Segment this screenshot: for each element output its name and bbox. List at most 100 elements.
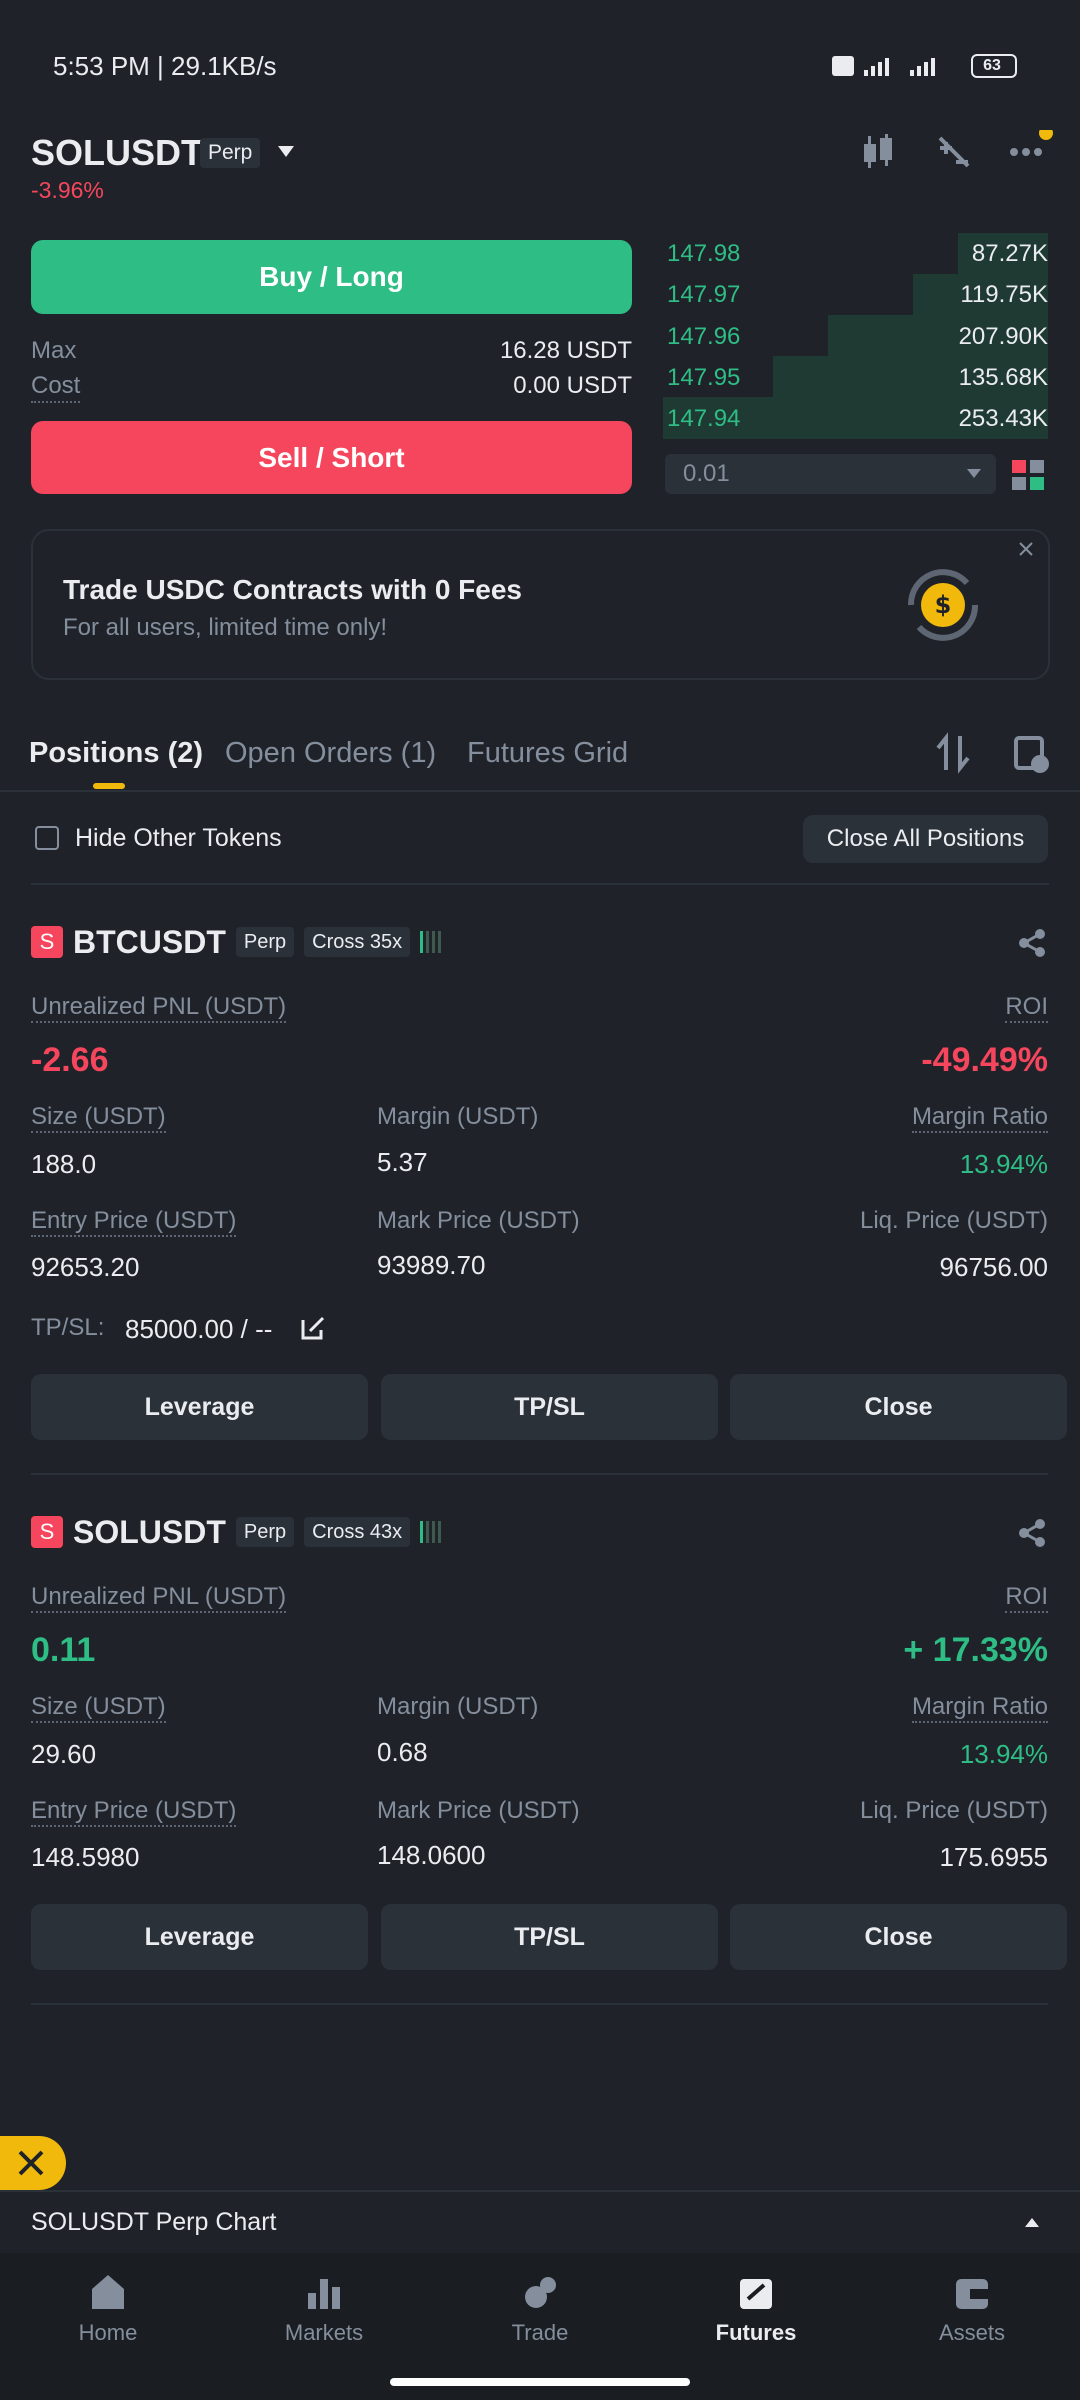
nav-icon[interactable]: [952, 2273, 992, 2313]
ask-price: 147.98: [667, 240, 741, 267]
signal-bar: [426, 1521, 430, 1543]
roi-value: + 17.33%: [903, 1631, 1048, 1669]
divider: [31, 883, 1049, 885]
position-action-button[interactable]: TP/SL: [381, 1374, 718, 1440]
status-icons: [832, 54, 1017, 78]
banner-subtitle: For all users, limited time only!: [63, 614, 388, 641]
precision-value: 0.01: [683, 460, 730, 487]
size-label-dotted: Size (USDT): [31, 1103, 166, 1133]
entry-value: 148.5980: [31, 1842, 140, 1872]
dropdown-arrow: [967, 469, 981, 478]
precision-select[interactable]: 0.01: [665, 454, 996, 494]
symbol-dropdown[interactable]: [276, 144, 296, 160]
promo-banner[interactable]: Trade USDC Contracts with 0 Fees For all…: [31, 529, 1050, 680]
tool-icon: [18, 2150, 44, 2176]
buy-button[interactable]: Buy / Long: [31, 240, 632, 314]
size-label-dotted: Size (USDT): [31, 1693, 166, 1723]
divider: [31, 2003, 1048, 2005]
ratio-label-dotted: Margin Ratio: [911, 1103, 1048, 1133]
mark-value: 93989.70: [377, 1250, 486, 1280]
pnl-label-dotted: Unrealized PNL (USDT): [31, 1583, 287, 1613]
nav-icon-graphic: [525, 2277, 556, 2308]
nav-icon[interactable]: [304, 2273, 344, 2313]
ratio-value: 13.94%: [959, 1149, 1048, 1179]
pnl-value: 0.11: [31, 1631, 96, 1669]
position-header: S SOLUSDT Perp Cross 43x: [31, 1508, 442, 1556]
position-action-button[interactable]: Close: [730, 1374, 1067, 1440]
ratio-label-dotted: Margin Ratio: [911, 1693, 1048, 1723]
depth-bar: [663, 397, 1048, 439]
floating-tool[interactable]: [0, 2136, 66, 2190]
signal-bar: [420, 931, 424, 953]
sell-button[interactable]: Sell / Short: [31, 421, 632, 494]
ask-price: 147.95: [667, 363, 741, 391]
position-symbol: BTCUSDT: [73, 923, 226, 960]
svg-text:$: $: [935, 591, 952, 619]
nav-icon-graphic: [740, 2279, 772, 2309]
depth-bar: [913, 274, 1048, 315]
nav-icon[interactable]: [88, 2273, 128, 2313]
price-change: -3.96%: [31, 177, 104, 203]
nav-label[interactable]: Home: [78, 2320, 138, 2345]
hide-label: Hide Other Tokens: [75, 824, 282, 852]
nav-label[interactable]: Futures: [715, 2320, 797, 2345]
cost-label: Cost: [31, 371, 81, 403]
symbol-title[interactable]: SOLUSDT: [31, 132, 204, 173]
mark-label: Mark Price (USDT): [377, 1207, 580, 1234]
size-value: 188.0: [31, 1149, 97, 1179]
tab[interactable]: Positions (2): [29, 737, 204, 769]
share-button[interactable]: [1018, 1518, 1048, 1548]
share-button[interactable]: [1018, 928, 1048, 958]
nav-icon[interactable]: [736, 2273, 776, 2313]
ask-price: 147.94: [667, 405, 741, 433]
nav-icon[interactable]: [520, 2273, 560, 2313]
size-value: 29.60: [31, 1739, 97, 1769]
position-action-button[interactable]: Leverage: [31, 1374, 368, 1440]
header-actions[interactable]: [856, 130, 1056, 180]
chart-bar-label: SOLUSDT Perp Chart: [31, 2208, 277, 2236]
tab[interactable]: Open Orders (1): [225, 737, 437, 769]
divider: [0, 790, 1080, 792]
order-book: 147.98 87.27K 147.97 119.75K 147.96 207.90K 14…: [663, 233, 1048, 439]
liq-label: Liq. Price (USDT): [859, 1797, 1048, 1824]
liq-value: 175.6955: [939, 1842, 1048, 1872]
position-action-button[interactable]: Close: [730, 1904, 1067, 1970]
mark-value: 148.0600: [377, 1840, 486, 1870]
nav-label[interactable]: Assets: [938, 2320, 1006, 2345]
ask-qty: 119.75K: [960, 281, 1048, 309]
nav-label[interactable]: Trade: [511, 2320, 569, 2345]
depth-bar: [773, 356, 1048, 397]
tpsl-edit[interactable]: [300, 1315, 326, 1341]
hide-checkbox[interactable]: [35, 826, 59, 850]
nav-icon-graphic: [956, 2279, 988, 2309]
position-icon: S: [31, 1516, 63, 1548]
nav-label[interactable]: Markets: [284, 2320, 364, 2345]
tpsl-value: 85000.00 / --: [125, 1314, 273, 1344]
tab[interactable]: Futures Grid: [467, 737, 629, 769]
mark-label: Mark Price (USDT): [377, 1797, 580, 1824]
risk-signal: [420, 931, 442, 953]
close-all-button[interactable]: Close All Positions: [803, 815, 1048, 863]
tpsl-label: TP/SL:: [31, 1314, 105, 1341]
entry-label-dotted: Entry Price (USDT): [31, 1207, 237, 1237]
banner-icon: $: [907, 569, 979, 641]
share-icon: [1019, 1519, 1045, 1547]
chart-bar[interactable]: SOLUSDT Perp Chart: [0, 2190, 1080, 2255]
margin-value: 5.37: [377, 1147, 428, 1177]
depth-bar: [958, 233, 1048, 274]
signal-bar: [438, 1521, 442, 1543]
position-action-button[interactable]: Leverage: [31, 1904, 368, 1970]
ask-qty: 253.43K: [958, 405, 1048, 433]
position-action-button[interactable]: TP/SL: [381, 1904, 718, 1970]
ask-qty: 87.27K: [971, 240, 1048, 267]
roi-value: -49.49%: [921, 1041, 1048, 1079]
tab-actions[interactable]: [936, 732, 1056, 774]
signal-bar: [432, 931, 436, 953]
battery-level: 63: [983, 57, 1001, 74]
ask-qty: 135.68K: [958, 363, 1048, 391]
margin-value: 0.68: [377, 1737, 428, 1767]
nav-icon-graphic: [92, 2275, 124, 2309]
banner-close[interactable]: [1018, 541, 1034, 557]
signal-bar: [426, 931, 430, 953]
book-layout-toggle[interactable]: [1012, 460, 1048, 490]
